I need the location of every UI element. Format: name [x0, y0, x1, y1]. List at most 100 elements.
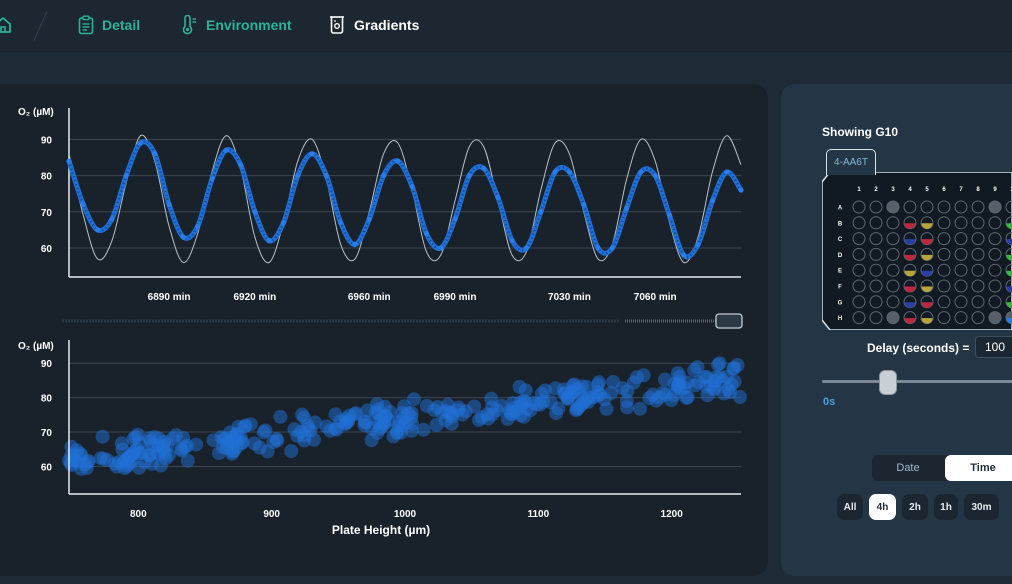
plate-well[interactable] [937, 200, 951, 214]
range-button-2h[interactable]: 2h [902, 494, 928, 520]
plate-well[interactable] [869, 200, 883, 214]
plate-well[interactable] [1005, 232, 1012, 246]
plate-well[interactable] [886, 295, 900, 309]
plate-well[interactable] [920, 247, 934, 261]
delay-input[interactable]: 100 [975, 336, 1012, 358]
range-button-4h[interactable]: 4h [869, 494, 896, 520]
plate-well[interactable] [886, 200, 900, 214]
plate-well[interactable] [988, 232, 1002, 246]
plate-well[interactable] [903, 200, 917, 214]
plate-well[interactable] [988, 263, 1002, 277]
plate-well[interactable] [1005, 247, 1012, 261]
plate-well[interactable] [954, 295, 968, 309]
plate-well[interactable] [869, 279, 883, 293]
plate-well[interactable] [1005, 216, 1012, 230]
plate-well[interactable] [937, 311, 951, 325]
plate-well[interactable] [869, 295, 883, 309]
nav-tab-environment[interactable]: Environment [180, 14, 292, 36]
plate-well[interactable] [869, 232, 883, 246]
time-toggle-button[interactable]: Time [945, 455, 1012, 481]
plate-well[interactable] [1005, 295, 1012, 309]
plate-well[interactable] [988, 247, 1002, 261]
nav-home[interactable] [0, 14, 12, 36]
plate-well[interactable] [886, 232, 900, 246]
plate-well[interactable] [920, 200, 934, 214]
plate-well[interactable] [954, 216, 968, 230]
well-plate-map[interactable]: 1 2 3 4 5 6 7 8 9 1 A B C D E F G H [822, 172, 1012, 330]
delay-slider-handle[interactable] [879, 370, 897, 395]
range-button-30m[interactable]: 30m [964, 494, 999, 520]
plate-well[interactable] [886, 311, 900, 325]
scrollbar-handle[interactable] [715, 313, 743, 329]
plate-well[interactable] [954, 232, 968, 246]
plate-well[interactable] [920, 311, 934, 325]
plate-well[interactable] [954, 263, 968, 277]
x-tick-label: 1200 [661, 509, 684, 520]
plate-well[interactable] [920, 295, 934, 309]
plate-well[interactable] [903, 216, 917, 230]
delay-slider-track[interactable] [822, 380, 1012, 383]
plate-well[interactable] [903, 232, 917, 246]
plate-well[interactable] [954, 200, 968, 214]
plate-well[interactable] [1005, 200, 1012, 214]
plate-well[interactable] [988, 200, 1002, 214]
plate-well[interactable] [954, 247, 968, 261]
date-toggle-button[interactable]: Date [896, 462, 920, 474]
plate-well[interactable] [852, 216, 866, 230]
plate-well[interactable] [886, 263, 900, 277]
plate-well[interactable] [852, 263, 866, 277]
plate-well[interactable] [954, 279, 968, 293]
plate-well[interactable] [886, 216, 900, 230]
plate-well[interactable] [954, 311, 968, 325]
plate-well[interactable] [988, 295, 1002, 309]
scatter-point [636, 368, 651, 383]
plate-well[interactable] [988, 311, 1002, 325]
plate-well[interactable] [920, 216, 934, 230]
plate-well[interactable] [852, 200, 866, 214]
plate-well[interactable] [886, 247, 900, 261]
plate-well[interactable] [937, 263, 951, 277]
plate-tab[interactable]: 4-AA6T [826, 149, 876, 175]
scatter-point [518, 383, 533, 398]
plate-well[interactable] [852, 247, 866, 261]
home-icon [0, 16, 12, 34]
plate-well[interactable] [852, 295, 866, 309]
nav-tab-detail[interactable]: Detail [78, 14, 140, 36]
plate-well[interactable] [937, 279, 951, 293]
plate-well[interactable] [971, 279, 985, 293]
plate-well[interactable] [971, 216, 985, 230]
plate-well[interactable] [869, 247, 883, 261]
range-button-all[interactable]: All [837, 494, 863, 520]
plate-well[interactable] [920, 279, 934, 293]
plate-well[interactable] [886, 279, 900, 293]
plate-well-fill [921, 254, 933, 261]
plate-well[interactable] [971, 311, 985, 325]
plate-well[interactable] [971, 247, 985, 261]
plate-well[interactable] [869, 263, 883, 277]
plate-well[interactable] [903, 263, 917, 277]
nav-tab-gradients[interactable]: Gradients [328, 14, 419, 36]
top-nav-bar: Detail Environment Gradients [0, 0, 1012, 52]
plate-well[interactable] [852, 311, 866, 325]
plate-well[interactable] [937, 247, 951, 261]
plate-well[interactable] [852, 279, 866, 293]
plate-well[interactable] [937, 232, 951, 246]
plate-well[interactable] [852, 232, 866, 246]
plate-well[interactable] [1005, 263, 1012, 277]
plate-well[interactable] [971, 200, 985, 214]
plate-well[interactable] [971, 263, 985, 277]
plate-well[interactable] [971, 232, 985, 246]
plate-well[interactable] [988, 279, 1002, 293]
plate-well[interactable] [988, 216, 1002, 230]
timeline-scrollbar[interactable] [62, 313, 743, 329]
plate-well[interactable] [869, 311, 883, 325]
plate-well[interactable] [920, 263, 934, 277]
plate-well[interactable] [937, 216, 951, 230]
range-button-1h[interactable]: 1h [934, 494, 958, 520]
plate-well[interactable] [869, 216, 883, 230]
plate-well[interactable] [971, 295, 985, 309]
scatter-point [711, 357, 726, 372]
plate-well[interactable] [1005, 279, 1012, 293]
plate-well[interactable] [937, 295, 951, 309]
plate-well[interactable] [920, 232, 934, 246]
